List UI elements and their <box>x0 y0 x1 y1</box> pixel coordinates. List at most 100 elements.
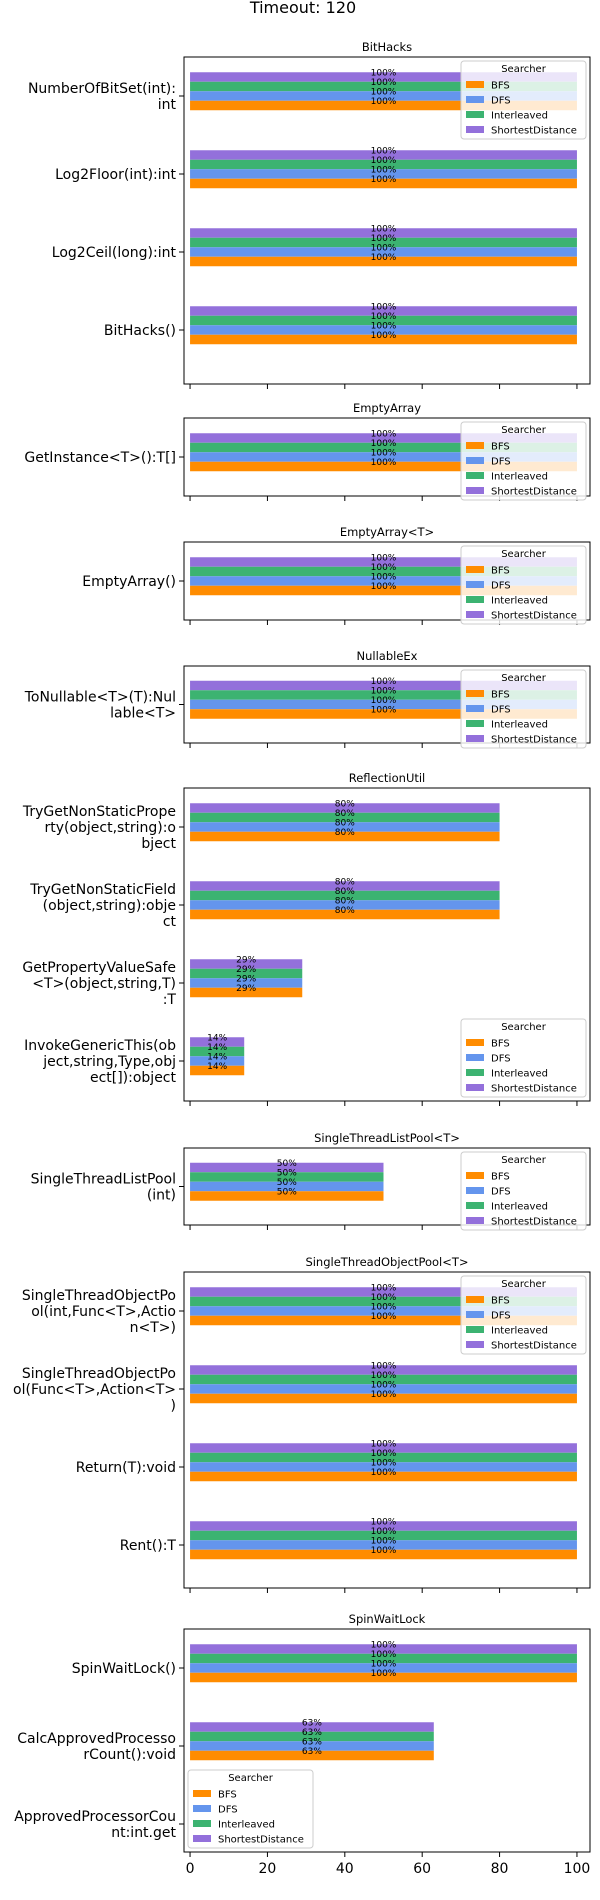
legend-item-interleaved: Interleaved <box>491 1069 548 1080</box>
bar-interleaved <box>190 237 577 248</box>
legend-swatch-bfs <box>466 1296 484 1303</box>
bar-interleaved <box>190 1296 577 1307</box>
legend: Searcher BFS DFS Interleaved ShortestDistanc… <box>460 60 587 140</box>
bar-dfs <box>190 1540 577 1550</box>
legend-item-shortestdistance: ShortestDistance <box>491 1084 577 1095</box>
bar-value-label: 100% <box>371 1536 397 1546</box>
bar-interleaved <box>190 690 577 700</box>
bar-dfs <box>190 169 577 179</box>
legend-title: Searcher <box>501 64 547 75</box>
legend-item-bfs: BFS <box>218 1790 237 1801</box>
bar-interleaved <box>190 1452 577 1463</box>
bar-shortestdistance <box>190 1521 577 1531</box>
legend-item-shortestdistance: ShortestDistance <box>218 1835 304 1846</box>
bar-interleaved <box>190 1653 577 1664</box>
bar-value-label: 80% <box>335 828 355 838</box>
bar-value-label: 100% <box>371 1283 397 1293</box>
bar-value-label: 100% <box>371 1527 397 1537</box>
category-label: SingleThreadObjectPo ol(int,Func<T>,Actio… <box>22 1288 176 1336</box>
bar-value-label: 100% <box>371 677 397 687</box>
legend: Searcher BFS DFS Interleaved ShortestDistanc… <box>460 1018 587 1098</box>
panel-frame <box>183 1628 591 1853</box>
bar-value-label: 80% <box>335 877 355 887</box>
legend-item-shortestdistance: ShortestDistance <box>491 126 577 137</box>
bar-dfs <box>190 576 577 586</box>
bar-value-label: 100% <box>371 1659 397 1669</box>
legend-item-bfs: BFS <box>491 442 510 453</box>
bar-interleaved <box>190 1172 384 1182</box>
bar-bfs <box>190 1315 577 1326</box>
bar-value-label: 100% <box>371 321 397 331</box>
bar-value-label: 100% <box>371 1517 397 1527</box>
bar-interleaved <box>190 890 500 901</box>
bar-value-label: 100% <box>371 448 397 458</box>
bar-value-label: 100% <box>371 563 397 573</box>
bar-dfs <box>190 325 577 335</box>
panel-3: NullableEx ToNullable<T>(T):Nul lable<T> 10… <box>24 649 591 749</box>
legend-item-interleaved: Interleaved <box>491 111 548 122</box>
bar-shortestdistance <box>190 881 500 891</box>
panel-title: SingleThreadListPool<T> <box>314 1131 460 1145</box>
bar-value-label: 100% <box>371 224 397 234</box>
panel-1: EmptyArrayGetInstance<T>():T[]100%100%10… <box>24 401 591 501</box>
bar-value-label: 29% <box>236 974 256 984</box>
bar-value-label: 100% <box>371 253 397 263</box>
bar-value-label: 100% <box>371 1650 397 1660</box>
bar-bfs <box>190 909 500 920</box>
bar-value-label: 100% <box>371 439 397 449</box>
bar-dfs <box>190 91 577 101</box>
bar-value-label: 100% <box>371 1546 397 1556</box>
bar-value-label: 100% <box>371 302 397 312</box>
legend: Searcher BFS DFS Interleaved ShortestDistanc… <box>460 669 587 749</box>
legend-swatch-shortestdistance <box>466 611 484 618</box>
category-label: GetPropertyValueSafe <T>(object,string,T)… <box>22 960 176 1008</box>
legend-title: Searcher <box>501 1279 547 1290</box>
legend-item-interleaved: Interleaved <box>491 720 548 731</box>
legend-item-dfs: DFS <box>491 581 511 592</box>
legend-swatch-shortestdistance <box>466 1341 484 1348</box>
bar-interleaved <box>190 1530 577 1541</box>
bar-shortestdistance <box>190 959 303 969</box>
category-label: TryGetNonStaticField (object,string):obje… <box>29 882 176 930</box>
bar-dfs <box>190 1181 384 1192</box>
bar-value-label: 100% <box>371 1468 397 1478</box>
bar-value-label: 100% <box>371 1640 397 1650</box>
bar-interleaved <box>190 1046 245 1057</box>
legend-item-interleaved: Interleaved <box>218 1820 275 1831</box>
legend-swatch-dfs <box>466 1054 484 1061</box>
panel-title: SingleThreadObjectPool<T> <box>305 1255 468 1269</box>
legend-item-bfs: BFS <box>491 690 510 701</box>
bar-value-label: 100% <box>371 696 397 706</box>
legend-swatch-bfs <box>466 566 484 573</box>
bar-shortestdistance <box>190 557 577 567</box>
bar-interleaved <box>190 968 303 979</box>
bar-dfs <box>190 699 577 710</box>
bar-value-label: 100% <box>371 234 397 244</box>
bar-value-label: 100% <box>371 1371 397 1381</box>
legend-swatch-shortestdistance <box>466 1084 484 1091</box>
legend-swatch-interleaved <box>466 596 484 603</box>
legend-swatch-bfs <box>466 1172 484 1179</box>
legend-box <box>460 1018 587 1098</box>
panel-title: SpinWaitLock <box>349 1612 426 1626</box>
bar-shortestdistance <box>190 150 577 160</box>
bar-value-label: 100% <box>371 1669 397 1679</box>
category-label: GetInstance<T>():T[] <box>24 450 176 466</box>
legend-box <box>460 1275 587 1355</box>
legend-item-shortestdistance: ShortestDistance <box>491 611 577 622</box>
panel-7: SpinWaitLockSpinWaitLock()100%100%100%10… <box>14 1612 591 1857</box>
bar-value-label: 100% <box>371 1302 397 1312</box>
legend-title: Searcher <box>501 1155 547 1166</box>
bar-value-label: 80% <box>335 887 355 897</box>
bar-interleaved <box>190 315 577 326</box>
bar-shortestdistance <box>190 1287 577 1297</box>
legend-title: Searcher <box>501 549 547 560</box>
bar-value-label: 50% <box>277 1168 297 1178</box>
legend-item-shortestdistance: ShortestDistance <box>491 487 577 498</box>
bar-value-label: 100% <box>371 165 397 175</box>
legend-title: Searcher <box>228 1773 274 1784</box>
bar-dfs <box>190 1306 577 1316</box>
legend-item-interleaved: Interleaved <box>491 596 548 607</box>
legend-item-dfs: DFS <box>491 96 511 107</box>
